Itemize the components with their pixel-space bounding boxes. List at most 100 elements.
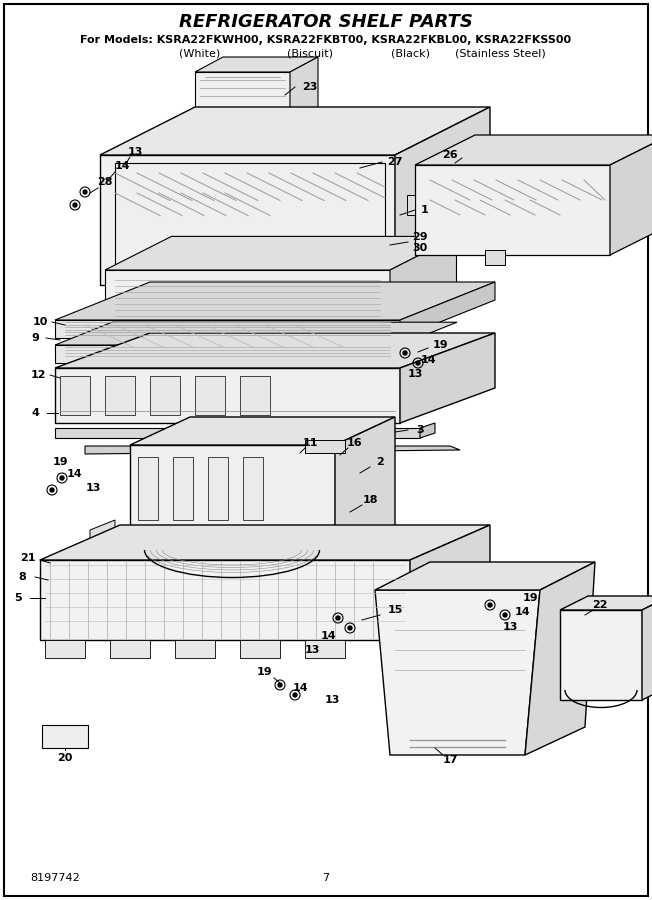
Text: (Black): (Black) [391,49,430,59]
Text: 18: 18 [363,495,378,505]
Text: REFRIGERATOR SHELF PARTS: REFRIGERATOR SHELF PARTS [179,13,473,31]
Circle shape [60,476,64,480]
Polygon shape [55,322,457,345]
Polygon shape [55,345,400,363]
Polygon shape [105,237,456,270]
Text: (Stainless Steel): (Stainless Steel) [454,49,545,59]
Text: 19: 19 [432,340,448,350]
Circle shape [488,603,492,607]
Text: 19: 19 [522,593,538,603]
Polygon shape [485,250,505,265]
Polygon shape [195,57,318,72]
Text: 3: 3 [416,425,424,435]
Circle shape [348,626,352,630]
Circle shape [278,683,282,687]
Circle shape [50,488,54,492]
Text: 20: 20 [57,753,72,763]
Text: 17: 17 [442,755,458,765]
Circle shape [336,616,340,620]
Text: 14: 14 [114,161,130,171]
Text: 8197742: 8197742 [30,873,80,883]
Polygon shape [130,445,335,560]
Text: 26: 26 [442,150,458,160]
Polygon shape [40,525,490,560]
Polygon shape [130,417,395,445]
Text: 13: 13 [408,369,422,379]
Circle shape [293,693,297,697]
Polygon shape [642,596,652,700]
Polygon shape [150,376,180,415]
Polygon shape [208,457,228,520]
Polygon shape [55,282,495,320]
Circle shape [73,203,77,207]
Polygon shape [55,320,400,338]
Polygon shape [100,155,395,285]
Polygon shape [305,440,345,453]
Polygon shape [415,135,652,165]
Polygon shape [105,270,390,340]
Text: 14: 14 [514,607,530,617]
Polygon shape [60,376,90,415]
Polygon shape [55,368,400,423]
Text: 11: 11 [303,438,318,448]
Circle shape [416,361,420,365]
Polygon shape [105,376,135,415]
Polygon shape [560,596,652,610]
Polygon shape [173,457,193,520]
Circle shape [403,351,407,355]
Polygon shape [375,562,595,590]
Text: 14: 14 [320,631,336,641]
Polygon shape [560,610,642,700]
Text: 5: 5 [14,593,22,603]
Polygon shape [55,333,495,368]
Polygon shape [243,457,263,520]
Polygon shape [400,282,495,338]
Polygon shape [40,560,410,640]
Polygon shape [290,57,318,122]
Polygon shape [410,525,490,640]
Polygon shape [42,725,88,748]
Text: 9: 9 [31,333,39,343]
Polygon shape [110,640,150,658]
Text: 2: 2 [376,457,384,467]
Polygon shape [115,163,385,270]
Text: 13: 13 [324,695,340,705]
Text: 8: 8 [18,572,26,582]
Polygon shape [138,457,158,520]
Text: 23: 23 [303,82,318,92]
Polygon shape [610,135,652,255]
Circle shape [83,190,87,194]
Polygon shape [85,446,460,454]
Text: 14: 14 [292,683,308,693]
Text: 27: 27 [387,157,403,167]
Text: 29: 29 [412,232,428,242]
Polygon shape [45,640,85,658]
Text: 19: 19 [52,457,68,467]
Text: 13: 13 [127,147,143,157]
Text: 13: 13 [85,483,100,493]
Text: 10: 10 [33,317,48,327]
Polygon shape [110,337,475,345]
Polygon shape [335,417,395,560]
Text: 13: 13 [304,645,319,655]
Polygon shape [195,376,225,415]
Text: 4: 4 [31,408,39,418]
Text: (Biscuit): (Biscuit) [287,49,333,59]
Polygon shape [100,107,490,155]
Text: 13: 13 [502,622,518,632]
Polygon shape [150,525,190,540]
Text: 22: 22 [592,600,608,610]
Text: 15: 15 [387,605,403,615]
Polygon shape [415,165,610,255]
Circle shape [503,613,507,617]
Text: 7: 7 [323,873,329,883]
Text: 21: 21 [20,553,36,563]
Text: (White): (White) [179,49,220,59]
Polygon shape [525,562,595,755]
Polygon shape [407,195,415,215]
Polygon shape [305,640,345,658]
Text: 14: 14 [420,355,436,365]
Text: 1: 1 [421,205,429,215]
Polygon shape [90,520,115,545]
Text: 14: 14 [67,469,83,479]
